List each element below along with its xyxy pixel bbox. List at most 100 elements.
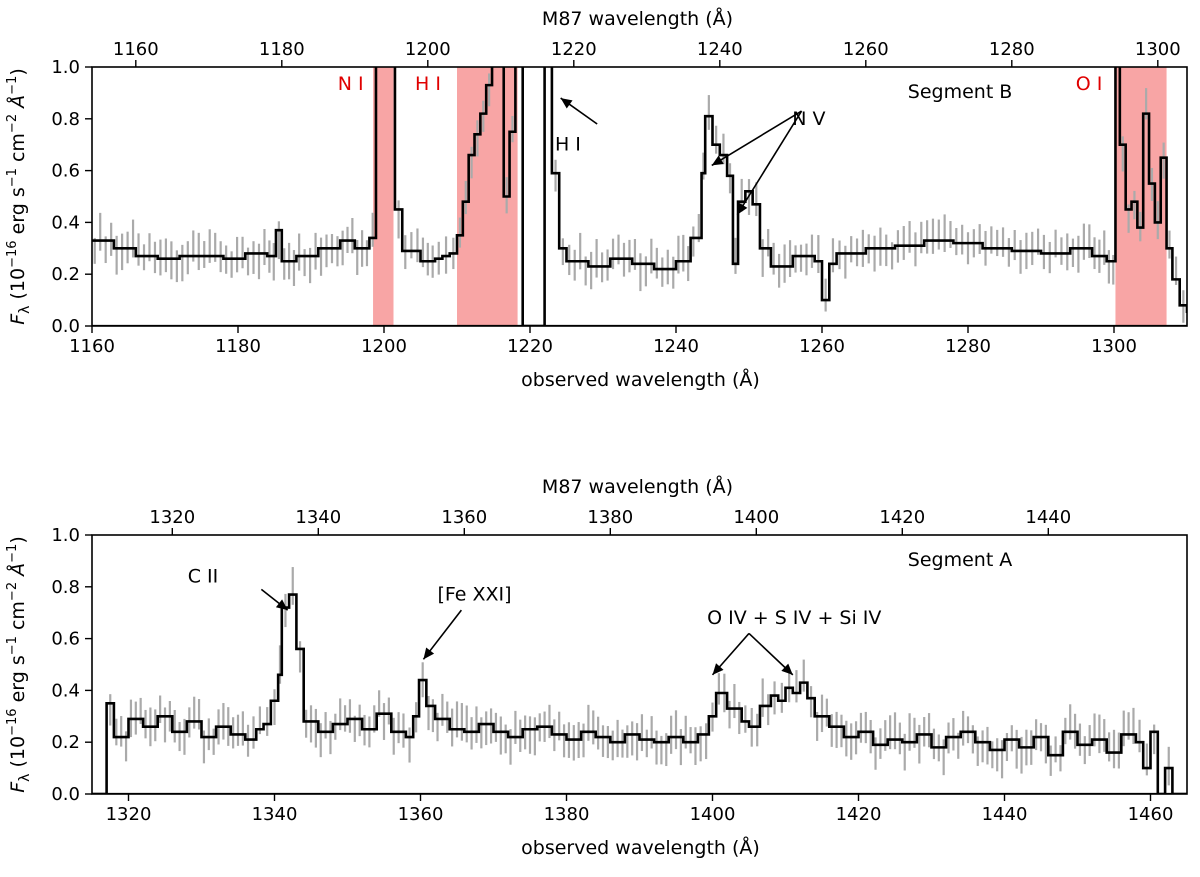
top-x-tick-label: 1400: [733, 507, 779, 528]
error-bars: [93, 73, 1185, 323]
y-axis-title-part: −1: [5, 76, 20, 95]
y-tick-label: 0.4: [51, 680, 80, 701]
x-tick-label: 1160: [69, 336, 115, 357]
x-tick-label: 1460: [1128, 804, 1174, 825]
y-tick-label: 0.0: [51, 316, 80, 337]
annotation-label: C II: [188, 565, 219, 587]
top-x-tick-label: 1440: [1025, 507, 1071, 528]
y-axis-title-part: erg s: [7, 187, 29, 240]
annotation-arrowhead: [711, 155, 724, 166]
annotation-label: O IV + S IV + Si IV: [707, 607, 881, 629]
x-axis-title: observed wavelength (Å): [521, 368, 760, 391]
annotation-arrowhead: [781, 663, 793, 675]
top-axis-title: M87 wavelength (Å): [542, 475, 733, 498]
y-tick-label: 1.0: [51, 525, 80, 546]
y-axis-title: Fλ (10−16 erg s−1 cm−2 Å−1): [5, 536, 33, 793]
x-tick-label: 1240: [653, 336, 699, 357]
top-x-tick-label: 1260: [843, 39, 889, 60]
y-tick-label: 0.0: [51, 784, 80, 805]
x-tick-label: 1360: [398, 804, 444, 825]
y-axis-title-part: −2: [5, 582, 20, 601]
top-x-tick-label: 1380: [587, 507, 633, 528]
y-axis-title-part: ): [7, 68, 29, 75]
y-axis-title-part: Å: [6, 95, 29, 114]
x-tick-label: 1180: [215, 336, 261, 357]
x-tick-label: 1320: [106, 804, 152, 825]
y-tick-label: 0.6: [51, 161, 80, 182]
masked-region: [1115, 67, 1167, 326]
top-x-tick-label: 1180: [259, 39, 305, 60]
top-x-tick-label: 1300: [1135, 39, 1181, 60]
x-tick-label: 1260: [799, 336, 845, 357]
flux-series: [92, 593, 1187, 794]
y-axis-title-part: Å: [6, 563, 29, 582]
annotation-arrowhead: [560, 98, 573, 109]
y-tick-label: 0.2: [51, 732, 80, 753]
top-x-tick-label: 1340: [295, 507, 341, 528]
annotation-arrowhead: [737, 202, 748, 215]
y-axis-title-part: −1: [5, 636, 20, 655]
annotation-arrowhead: [275, 599, 288, 611]
y-axis-title-part: −1: [5, 168, 20, 187]
y-axis-title-part: λ: [17, 306, 33, 314]
top-x-tick-label: 1280: [989, 39, 1035, 60]
y-tick-label: 1.0: [51, 57, 80, 78]
y-axis-title-part: −16: [5, 240, 20, 267]
y-tick-label: 0.4: [51, 212, 80, 233]
plot-frame: [91, 534, 1188, 795]
segment-label: Segment B: [908, 81, 1013, 103]
plot-area: [92, 67, 1187, 326]
x-tick-label: 1220: [507, 336, 553, 357]
plot-frame: [91, 66, 1188, 327]
y-axis-title-part: (10: [7, 268, 29, 306]
y-tick-label: 0.8: [51, 577, 80, 598]
annotation-label: [Fe XXI]: [437, 584, 511, 606]
y-axis-title: Fλ (10−16 erg s−1 cm−2 Å−1): [5, 68, 33, 325]
y-axis-title-part: F: [7, 781, 29, 793]
x-tick-label: 1420: [836, 804, 882, 825]
y-axis-title-part: (10: [7, 736, 29, 774]
top-x-tick-label: 1360: [441, 507, 487, 528]
masked-line-label: N I: [338, 73, 364, 95]
y-axis-title-part: cm: [7, 133, 29, 168]
y-axis-title-part: −16: [5, 708, 20, 735]
top-x-tick-label: 1240: [697, 39, 743, 60]
x-axis-title: observed wavelength (Å): [521, 836, 760, 859]
y-tick-label: 0.2: [51, 264, 80, 285]
top-x-tick-label: 1220: [551, 39, 597, 60]
y-axis-title-part: λ: [17, 774, 33, 782]
top-x-tick-label: 1160: [113, 39, 159, 60]
top-x-tick-label: 1420: [879, 507, 925, 528]
flux-series: [92, 67, 1187, 326]
x-tick-label: 1400: [690, 804, 736, 825]
plot-area: [92, 567, 1187, 794]
annotation-arrow: [736, 110, 803, 216]
y-axis-title-part: F: [7, 313, 29, 325]
panel-segment-b: 1160 1180 1200 1220 1240 1260 1280 1300 1160 1180…: [5, 7, 1188, 391]
annotation-arrowhead: [423, 647, 435, 660]
top-axis-title: M87 wavelength (Å): [542, 7, 733, 30]
x-tick-label: 1440: [982, 804, 1028, 825]
masked-region: [373, 67, 394, 326]
y-axis-title-part: ): [7, 536, 29, 543]
y-axis-title-part: −1: [5, 544, 20, 563]
masked-line-label: O I: [1076, 73, 1103, 95]
x-tick-label: 1200: [361, 336, 407, 357]
annotation-arrowhead: [712, 663, 724, 675]
segment-label: Segment A: [908, 549, 1013, 571]
x-tick-label: 1340: [252, 804, 298, 825]
top-x-tick-label: 1200: [405, 39, 451, 60]
y-axis-title-part: −2: [5, 114, 20, 133]
annotation-arrow: [711, 110, 802, 167]
x-tick-label: 1380: [544, 804, 590, 825]
y-tick-label: 0.8: [51, 109, 80, 130]
masked-line-label: H I: [415, 73, 441, 95]
x-tick-label: 1280: [945, 336, 991, 357]
y-tick-label: 0.6: [51, 629, 80, 650]
top-x-tick-label: 1320: [149, 507, 195, 528]
error-bars: [109, 567, 1170, 786]
x-tick-label: 1300: [1091, 336, 1137, 357]
y-axis-title-part: cm: [7, 601, 29, 636]
panel-segment-a: 1320 1340 1360 1380 1400 1420 1440 1460 1320 1340…: [5, 475, 1188, 859]
